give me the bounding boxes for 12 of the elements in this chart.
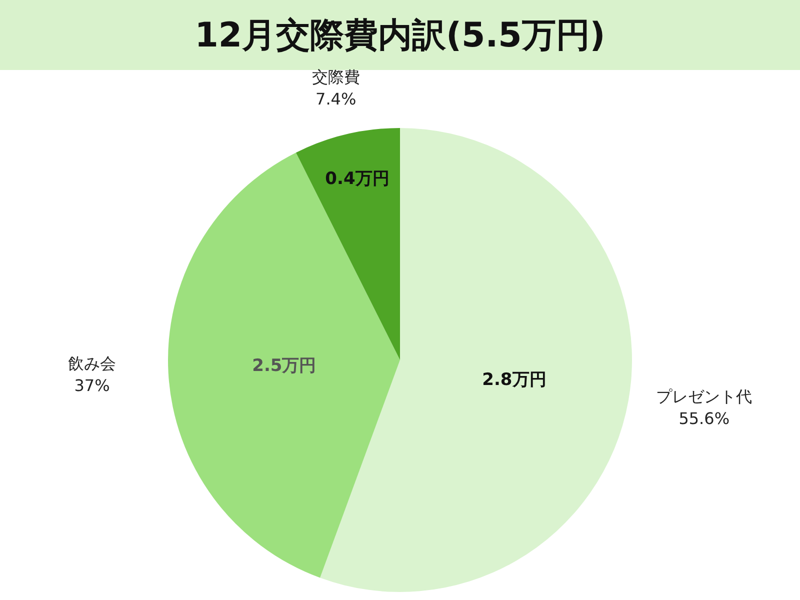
slice-label: プレゼント代: [656, 387, 752, 406]
text: 2.5万円: [252, 356, 316, 376]
slice-label: 飲み会: [68, 354, 116, 374]
pie-slice: [168, 152, 400, 578]
slice-label: 交際費: [312, 67, 360, 86]
data-label: 7.4%: [316, 89, 356, 108]
pie-slice: [320, 128, 632, 592]
chart-title: 12月交際費内訳(5.5万円): [194, 15, 606, 56]
text: 2.8万円: [482, 370, 546, 390]
data-label: 55.6%: [678, 409, 730, 428]
text: 0.4万円: [325, 169, 390, 190]
data-label: 37%: [74, 376, 110, 396]
